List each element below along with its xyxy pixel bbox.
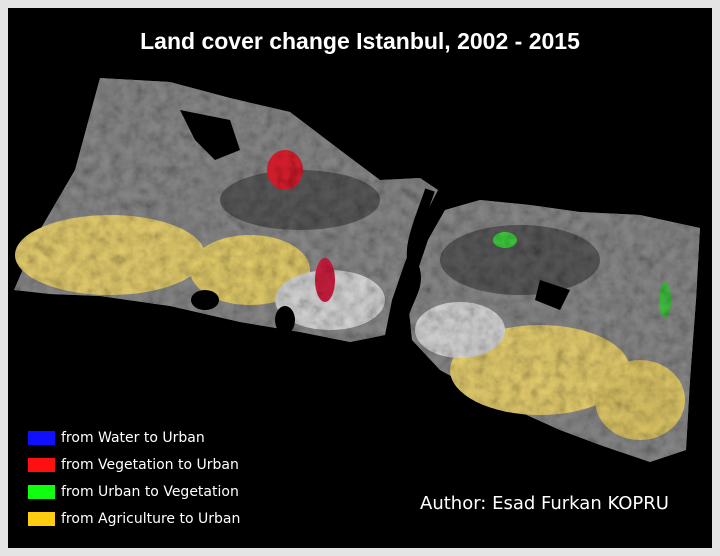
lake <box>275 306 295 334</box>
veg-urban <box>267 150 303 190</box>
legend-swatch <box>28 511 55 526</box>
forest <box>220 170 380 230</box>
legend-label: from Water to Urban <box>61 429 205 446</box>
legend-swatch <box>28 457 55 472</box>
lake <box>535 280 570 310</box>
legend-label: from Agriculture to Urban <box>61 510 241 527</box>
veg-urban <box>315 258 335 302</box>
lake <box>191 290 219 310</box>
urban-veg <box>493 232 517 248</box>
forest <box>440 225 600 295</box>
author: Author: Esad Furkan KOPRU <box>420 493 669 514</box>
legend-swatch <box>28 484 55 499</box>
bosphorus <box>395 188 435 331</box>
legend-entry: from Vegetation to Urban <box>28 451 240 478</box>
urban-veg <box>659 282 671 318</box>
legend-swatch <box>28 430 55 445</box>
legend-entry: from Water to Urban <box>28 424 240 451</box>
legend: from Water to Urban from Vegetation to Ur… <box>28 424 240 532</box>
legend-entry: from Agriculture to Urban <box>28 505 240 532</box>
urban-patch <box>415 302 505 358</box>
legend-label: from Vegetation to Urban <box>61 456 239 473</box>
legend-entry: from Urban to Vegetation <box>28 478 240 505</box>
land <box>14 78 700 462</box>
lake <box>180 110 240 160</box>
agri-patch <box>190 235 310 305</box>
agri-patch <box>15 215 205 295</box>
legend-label: from Urban to Vegetation <box>61 483 239 500</box>
agri-patch <box>595 360 685 440</box>
map-title: Land cover change Istanbul, 2002 - 2015 <box>140 28 580 54</box>
urban-patch <box>275 270 385 330</box>
